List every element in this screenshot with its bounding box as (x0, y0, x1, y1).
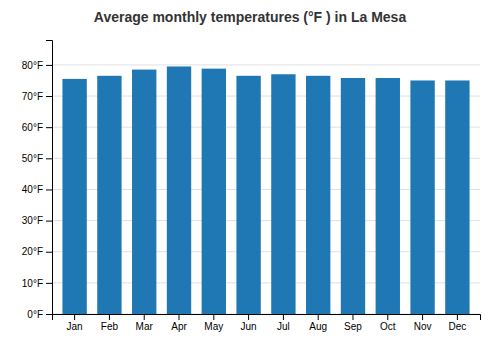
y-tick-label: 50°F (22, 153, 43, 164)
bar (376, 78, 400, 314)
x-tick-mark (318, 314, 319, 320)
y-tick-mark (46, 221, 52, 222)
bar (341, 78, 365, 314)
x-tick-mark (422, 314, 423, 320)
y-tick-label: 80°F (22, 60, 43, 71)
x-tick-mark (248, 314, 249, 320)
x-tick: Jul (277, 314, 290, 332)
bars (62, 66, 469, 314)
y-tick: 30°F (22, 215, 52, 226)
y-tick: 40°F (22, 184, 52, 195)
x-tick: May (204, 314, 223, 332)
bar (132, 70, 156, 314)
chart: 0°F 10°F 20°F 30°F 40°F 50°F 60°F 70°F 80°F Jan Fe… (0, 0, 500, 350)
x-tick: Nov (414, 314, 432, 332)
x-tick-label: Jul (277, 321, 290, 332)
x-tick: Mar (136, 314, 154, 332)
y-tick-mark (46, 283, 52, 284)
x-tick-label: Mar (136, 321, 154, 332)
x-tick: Feb (101, 314, 119, 332)
x-tick-mark (457, 314, 458, 320)
x-tick-label: Jan (67, 321, 83, 332)
y-tick-label: 70°F (22, 91, 43, 102)
y-axis: 0°F 10°F 20°F 30°F 40°F 50°F 60°F 70°F 80°F (22, 41, 53, 320)
x-tick: Oct (380, 314, 396, 332)
y-tick-label: 40°F (22, 184, 43, 195)
plot-area: 0°F 10°F 20°F 30°F 40°F 50°F 60°F 70°F 80°F Jan Fe… (22, 41, 481, 333)
x-axis-line (53, 315, 481, 321)
x-axis: Jan Feb Mar Apr May Jun Jul Aug Sep Oct Nov Dec (53, 314, 481, 332)
x-tick-mark (387, 314, 388, 320)
y-tick: 80°F (22, 60, 52, 71)
y-tick: 20°F (22, 246, 52, 257)
y-tick: 70°F (22, 91, 52, 102)
y-tick: 50°F (22, 153, 52, 164)
x-tick-mark (144, 314, 145, 320)
y-tick-mark (46, 158, 52, 159)
x-tick-label: Jun (241, 321, 257, 332)
y-tick: 10°F (22, 278, 52, 289)
bar (271, 74, 295, 314)
y-tick-label: 30°F (22, 215, 43, 226)
x-tick-label: Sep (344, 321, 362, 332)
x-tick: Aug (309, 314, 327, 332)
bar (306, 76, 330, 314)
y-tick-label: 20°F (22, 246, 43, 257)
x-tick-mark (109, 314, 110, 320)
bar (62, 79, 86, 314)
x-tick: Dec (448, 314, 466, 332)
x-tick-label: Apr (171, 321, 187, 332)
y-tick-mark (46, 314, 52, 315)
x-tick-mark (74, 314, 75, 320)
grid (52, 65, 480, 314)
y-tick-mark (46, 252, 52, 253)
grid-line (52, 64, 480, 65)
x-tick-label: Nov (414, 321, 432, 332)
y-tick: 0°F (27, 309, 52, 320)
x-tick-label: Dec (448, 321, 466, 332)
x-tick: Sep (344, 314, 362, 332)
x-tick-label: Feb (101, 321, 119, 332)
y-tick-mark (46, 127, 52, 128)
bar (202, 69, 226, 314)
bar (236, 76, 260, 314)
bar (445, 80, 469, 314)
x-tick-mark (283, 314, 284, 320)
y-tick-label: 60°F (22, 122, 43, 133)
bar (410, 80, 434, 314)
x-tick-mark (179, 314, 180, 320)
y-tick-mark (46, 65, 52, 66)
title: Average monthly temperatures (°F ) in La… (94, 9, 407, 25)
y-tick-mark (46, 96, 52, 97)
y-tick-label: 0°F (27, 309, 43, 320)
bar (97, 76, 121, 314)
x-tick-label: May (204, 321, 223, 332)
x-tick-label: Oct (380, 321, 396, 332)
x-tick-label: Aug (309, 321, 327, 332)
x-tick: Apr (171, 314, 187, 332)
y-tick-label: 10°F (22, 278, 43, 289)
y-axis-line (46, 41, 53, 315)
x-tick: Jan (67, 314, 83, 332)
bar (167, 66, 191, 314)
y-tick-mark (46, 189, 52, 190)
y-tick: 60°F (22, 122, 52, 133)
x-tick-mark (213, 314, 214, 320)
x-tick: Jun (241, 314, 257, 332)
x-tick-mark (352, 314, 353, 320)
